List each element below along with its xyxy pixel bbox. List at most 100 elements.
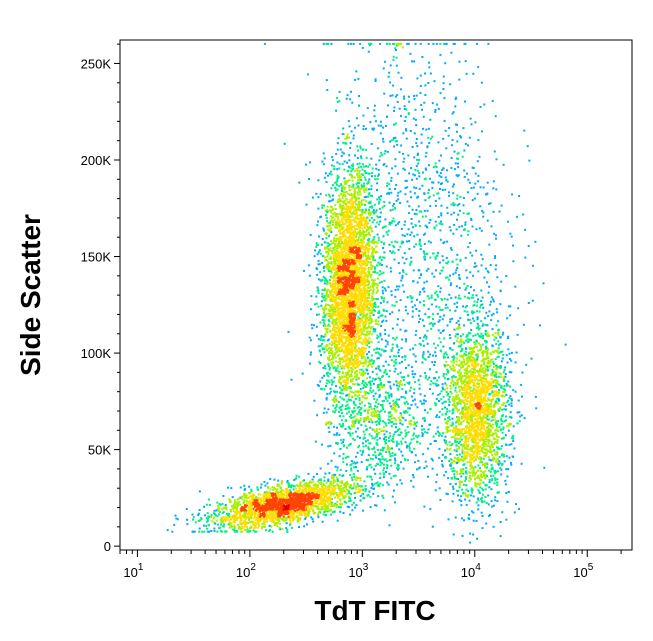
event-dot (368, 188, 370, 191)
event-dot (208, 524, 210, 527)
event-dot (374, 306, 377, 309)
event-dot (377, 316, 380, 319)
event-dot (383, 297, 386, 300)
event-dot (336, 304, 338, 307)
event-dot (334, 287, 337, 290)
event-dot (351, 196, 354, 199)
event-dot (363, 323, 366, 325)
event-dot (337, 213, 340, 216)
event-dot (296, 490, 298, 493)
event-dot (339, 491, 342, 494)
event-dot (322, 335, 325, 338)
event-dot (315, 500, 318, 503)
event-dot (234, 501, 237, 504)
event-dot (343, 311, 346, 314)
event-dot (358, 295, 361, 298)
event-dot (263, 526, 266, 528)
event-dot (361, 372, 363, 375)
event-dot (297, 508, 300, 511)
event-dot (298, 491, 300, 494)
event-dot (276, 512, 279, 515)
event-dot (253, 499, 255, 502)
event-dot (327, 497, 330, 500)
event-dot (231, 515, 234, 518)
event-dot (345, 358, 348, 361)
event-dot (345, 463, 348, 466)
event-dot (293, 492, 296, 495)
event-dot (338, 314, 341, 317)
event-dot (288, 498, 291, 501)
event-dot (333, 433, 336, 436)
event-dot (333, 475, 335, 478)
event-dot (284, 507, 287, 510)
event-dot (332, 505, 335, 507)
event-dot (307, 483, 310, 486)
event-dot (381, 286, 384, 289)
event-dot (352, 277, 355, 280)
event-dot (232, 514, 235, 517)
event-dot (305, 493, 308, 496)
event-dot (257, 521, 260, 524)
event-dot (318, 490, 321, 493)
event-dot (374, 267, 376, 270)
event-dot (299, 517, 302, 520)
event-dot (296, 500, 299, 503)
event-dot (352, 326, 355, 329)
event-dot (213, 527, 216, 530)
event-dot (359, 479, 362, 482)
event-dot (220, 517, 223, 520)
event-dot (374, 309, 377, 312)
event-dot (315, 495, 318, 498)
event-dot (345, 279, 348, 282)
event-dot (376, 484, 379, 487)
event-dot (344, 484, 347, 487)
event-dot (333, 399, 336, 402)
event-dot (328, 342, 331, 345)
event-dot (337, 496, 339, 499)
event-dot (276, 525, 279, 528)
event-dot (301, 372, 304, 375)
event-dot (219, 526, 222, 529)
event-dot (357, 360, 360, 363)
event-dot (343, 218, 346, 221)
event-dot (354, 312, 357, 315)
event-dot (329, 256, 332, 259)
event-dot (355, 218, 358, 221)
event-dot (330, 361, 333, 364)
event-dot (375, 482, 378, 485)
event-dot (339, 271, 342, 274)
event-dot (220, 523, 223, 526)
event-dot (320, 508, 323, 511)
event-dot (341, 251, 344, 254)
event-dot (361, 242, 364, 244)
event-dot (305, 503, 308, 506)
event-dot (334, 496, 337, 499)
event-dot (370, 391, 373, 394)
event-dot (294, 506, 297, 509)
event-dot (330, 459, 333, 462)
event-dot (255, 518, 258, 521)
event-dot (314, 493, 317, 496)
event-dot (366, 341, 369, 344)
event-dot (355, 378, 358, 381)
event-dot (248, 508, 251, 511)
event-dot (353, 190, 356, 193)
event-dot (336, 390, 339, 393)
event-dot (272, 496, 275, 499)
event-dot (332, 367, 335, 370)
event-dot (306, 502, 309, 505)
event-dot (373, 219, 376, 221)
event-dot (322, 494, 325, 497)
event-dot (296, 492, 299, 495)
event-dot (378, 310, 380, 313)
event-dot (363, 184, 365, 187)
event-dot (229, 524, 232, 526)
event-dot (363, 281, 366, 284)
event-dot (310, 506, 313, 509)
event-dot (333, 218, 336, 221)
event-dot (321, 295, 324, 298)
event-dot (325, 233, 328, 236)
event-dot (295, 514, 298, 517)
event-dot (366, 226, 369, 229)
event-dot (357, 331, 360, 334)
